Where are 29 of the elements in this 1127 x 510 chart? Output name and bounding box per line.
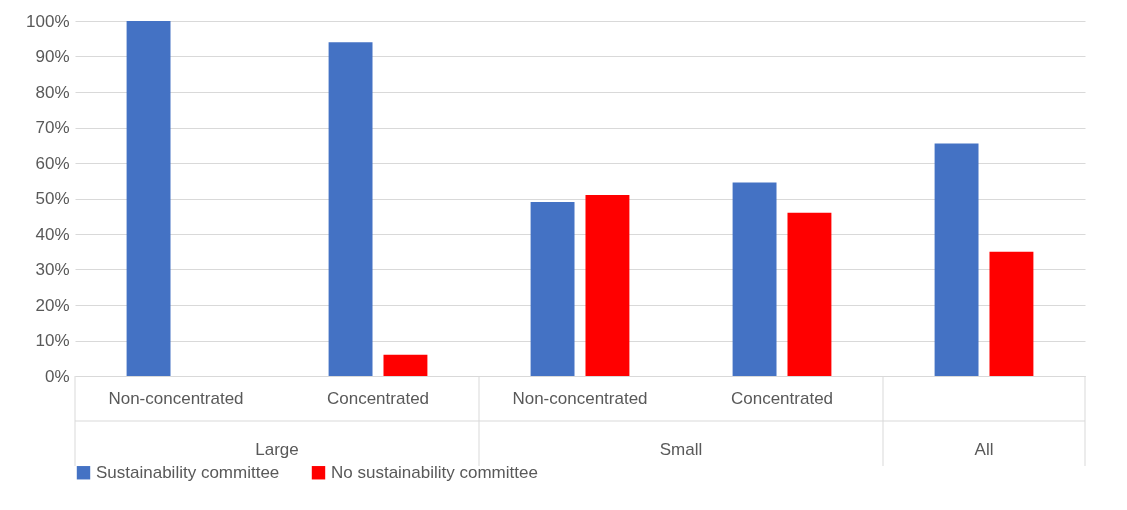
text: Large — [255, 440, 299, 459]
legend-label: No sustainability committee — [331, 462, 538, 482]
text: Small — [659, 440, 703, 459]
y-tick-label: 60% — [35, 153, 70, 173]
x-tick-label: Non-concentrated — [512, 388, 648, 408]
text: All — [974, 440, 994, 459]
y-tick-label: 40% — [35, 224, 70, 244]
y-tick-label: 20% — [35, 295, 70, 315]
y-tick-label: 30% — [35, 260, 70, 279]
y-tick-label: 0% — [44, 366, 70, 386]
y-tick-label: 10% — [35, 331, 70, 350]
bar — [989, 251, 1034, 376]
x-tick-label: Concentrated — [326, 388, 430, 408]
y-tick-label: 80% — [35, 82, 70, 102]
bar — [328, 42, 373, 376]
x-tick-label: Non-concentrated — [108, 388, 244, 408]
y-tick-label: 70% — [35, 118, 70, 137]
y-tick-label: 50% — [35, 189, 70, 208]
legend-label: Sustainability committee — [96, 462, 280, 482]
bar — [585, 194, 630, 376]
x-tick-label: Concentrated — [730, 388, 834, 408]
bar — [530, 202, 575, 376]
y-tick-label: 100% — [26, 11, 70, 31]
bar — [126, 21, 171, 376]
bar — [732, 182, 777, 376]
bar — [383, 354, 428, 376]
bar — [787, 212, 832, 376]
y-tick-label: 90% — [35, 47, 70, 66]
bar — [934, 143, 979, 376]
